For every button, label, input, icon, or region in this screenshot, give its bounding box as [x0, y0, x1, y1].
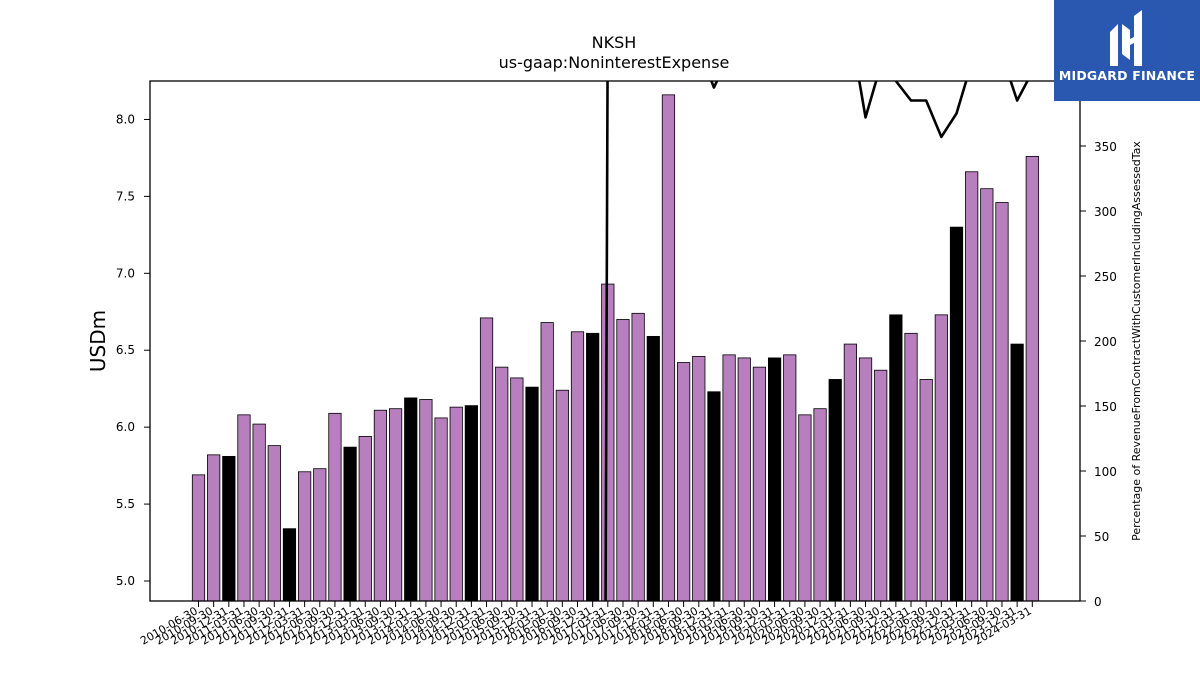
- bar: [449, 406, 463, 601]
- bar: [1010, 343, 1024, 601]
- y-tick-label: 6.5: [116, 343, 135, 357]
- bar: [525, 386, 539, 601]
- bar: [783, 354, 797, 601]
- bar: [843, 343, 857, 601]
- y2-tick-label: 0: [1094, 595, 1102, 609]
- bar: [404, 397, 418, 601]
- bar: [358, 435, 372, 601]
- y2-tick-label: 350: [1094, 140, 1117, 154]
- bar: [980, 188, 994, 601]
- bar: [616, 319, 630, 601]
- bar: [464, 405, 478, 601]
- bar: [373, 409, 388, 601]
- y2-tick-label: 100: [1094, 465, 1117, 479]
- bar: [222, 455, 236, 601]
- bar: [298, 471, 312, 601]
- bar: [631, 312, 645, 601]
- line-series: [604, 81, 1029, 601]
- bar: [1025, 155, 1039, 601]
- bar: [828, 379, 842, 601]
- bar: [949, 226, 964, 601]
- bar: [252, 423, 266, 601]
- y-tick-label: 7.0: [116, 266, 135, 280]
- bar: [752, 366, 767, 601]
- bar: [586, 332, 600, 601]
- bar: [343, 446, 357, 601]
- bar: [479, 317, 494, 601]
- bar: [661, 94, 676, 601]
- y-tick-label: 7.5: [116, 189, 135, 203]
- y-tick-label: 5.0: [116, 574, 135, 588]
- bar: [965, 171, 979, 601]
- y-tick-label: 8.0: [116, 112, 135, 126]
- line-group: [604, 81, 1029, 601]
- logo-text: MIDGARD FINANCE: [1058, 68, 1196, 83]
- bar: [282, 528, 297, 601]
- axes-group: 5.0 5.5 6.0 6.5 7.0 7.5 8.0 0 50 100 150 200 250 300 3…: [116, 80, 1117, 648]
- bar: [570, 331, 585, 601]
- bar: [677, 362, 691, 601]
- bar: [419, 399, 433, 601]
- bar: [237, 414, 251, 601]
- bar: [904, 332, 918, 601]
- bar: [707, 391, 721, 601]
- bar: [313, 468, 327, 601]
- bar: [495, 366, 509, 601]
- y2-tick-label: 200: [1094, 335, 1117, 349]
- bar: [798, 414, 812, 601]
- bar: [737, 357, 751, 601]
- chart-title: NKSH: [592, 33, 637, 52]
- y-tick-label: 6.0: [116, 420, 135, 434]
- bar: [767, 357, 782, 601]
- bars-group: [191, 94, 1039, 601]
- bar: [191, 474, 206, 601]
- bar: [328, 412, 342, 601]
- chart-subtitle: us-gaap:NoninterestExpense: [499, 53, 730, 72]
- bar: [722, 354, 736, 601]
- bar: [207, 454, 221, 601]
- bar: [510, 377, 524, 601]
- y2-tick-label: 250: [1094, 270, 1117, 284]
- bar: [889, 314, 903, 601]
- y2-tick-label: 50: [1094, 530, 1109, 544]
- y-tick-label: 5.5: [116, 497, 135, 511]
- bar: [434, 417, 448, 601]
- y2-tick-label: 300: [1094, 205, 1117, 219]
- bar: [813, 408, 827, 601]
- bar: [540, 322, 554, 601]
- bar: [934, 314, 948, 601]
- bar: [388, 408, 403, 601]
- bar: [692, 355, 706, 601]
- y-axis-label: USDm: [86, 310, 110, 372]
- brand-logo: MIDGARD FINANCE: [1054, 0, 1200, 101]
- bar: [267, 445, 281, 601]
- bar: [646, 335, 660, 601]
- bar: [874, 369, 888, 601]
- y2-tick-label: 150: [1094, 400, 1117, 414]
- bar: [858, 357, 873, 601]
- bar: [919, 379, 933, 601]
- bar: [995, 202, 1009, 601]
- bar: [555, 389, 569, 601]
- logo-mark-icon: [1110, 10, 1142, 66]
- y2-axis-label: Percentage of RevenueFromContractWithCus…: [1130, 141, 1143, 541]
